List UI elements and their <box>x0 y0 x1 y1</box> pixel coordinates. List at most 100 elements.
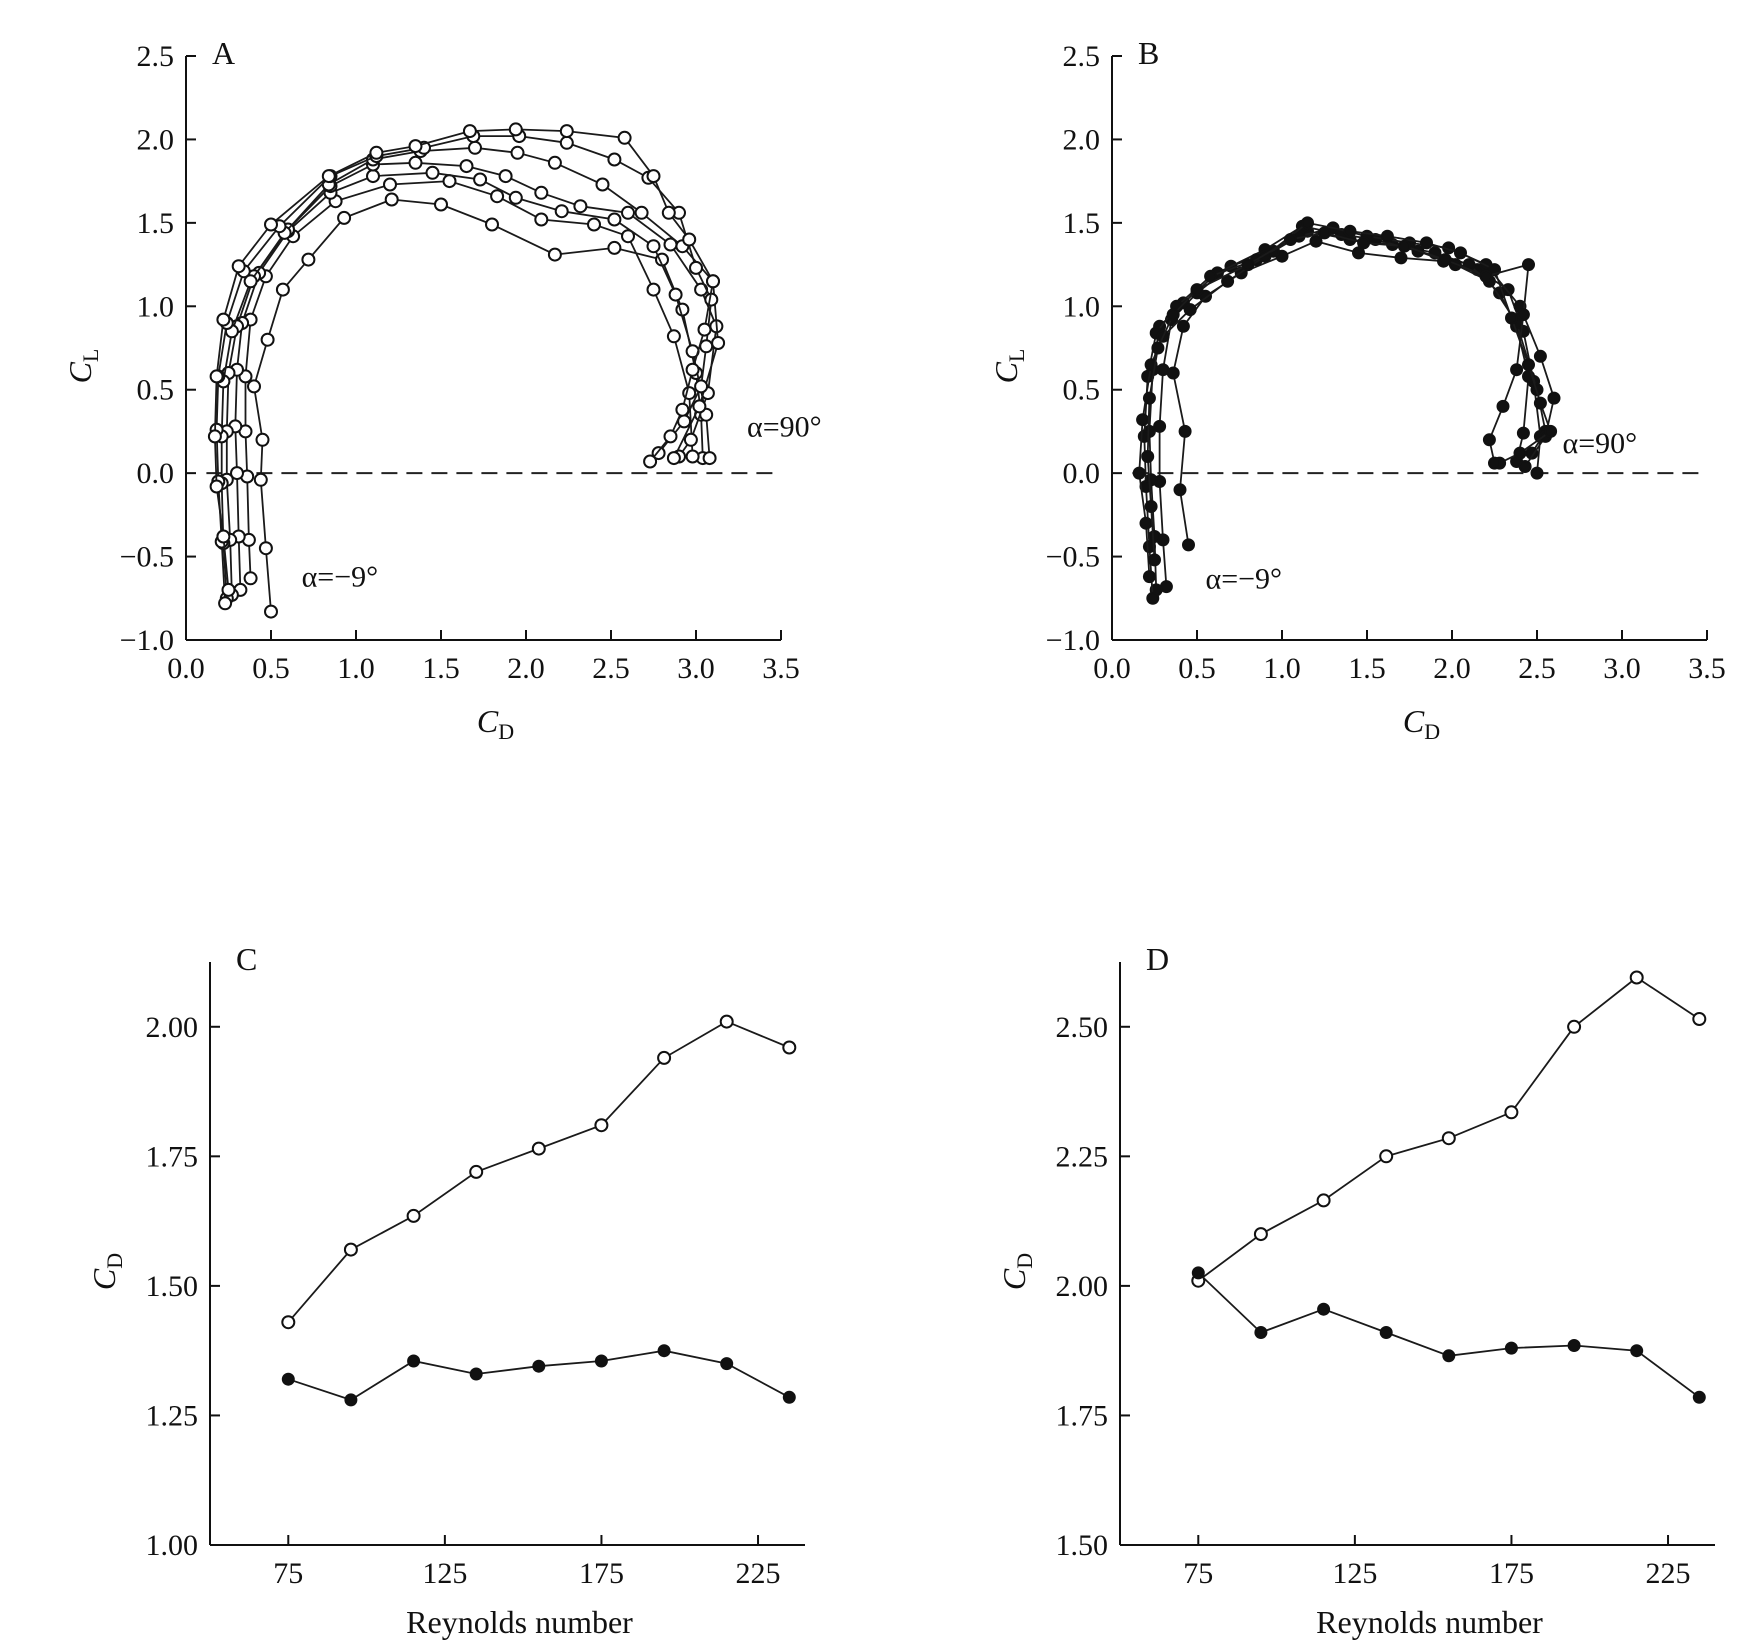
x-axis-title-main: C <box>1403 703 1425 739</box>
y-tick-label: 1.00 <box>146 1529 199 1562</box>
x-axis-title-subscript: D <box>498 719 514 744</box>
open-data-point <box>559 135 574 150</box>
open-data-point <box>1567 1019 1582 1034</box>
series-6 <box>209 129 719 611</box>
open-data-point <box>473 172 488 187</box>
y-tick-label: 0.5 <box>1063 374 1101 407</box>
series-line <box>1197 976 1700 1282</box>
annotation-alpha-minus-9: α=−9° <box>302 561 379 594</box>
open-data-point <box>408 139 423 154</box>
y-tick-label: 2.5 <box>137 40 175 73</box>
open-data-point <box>702 451 717 466</box>
open-data-point <box>281 1315 296 1330</box>
y-tick-label: 1.5 <box>1063 207 1101 240</box>
filled-data-point <box>1190 283 1204 297</box>
open-data-point <box>694 379 709 394</box>
open-data-point <box>221 582 236 597</box>
filled-data-point <box>1132 466 1146 480</box>
filled-data-point <box>720 1357 734 1371</box>
filled-data-point <box>1191 1266 1205 1280</box>
x-tick-label: 225 <box>736 1557 781 1590</box>
x-tick-label: 2.0 <box>507 652 545 685</box>
y-axis-title-subscript: D <box>1012 1253 1037 1269</box>
y-tick-label: 1.50 <box>1056 1529 1109 1562</box>
filled-data-point <box>1505 311 1518 325</box>
open-data-point <box>554 204 569 219</box>
x-axis-title: Reynolds number <box>1316 1604 1543 1640</box>
open-data-point <box>1692 1012 1707 1026</box>
open-data-point <box>595 177 610 192</box>
series-1 <box>281 1014 797 1330</box>
open-data-point <box>666 451 681 466</box>
open-data-point <box>1629 970 1644 985</box>
filled-data-point <box>1510 363 1524 377</box>
series-1 <box>1191 970 1707 1288</box>
open-data-point <box>607 240 622 255</box>
filled-data-point <box>1479 269 1493 283</box>
open-data-point <box>462 124 477 139</box>
series-line <box>1158 230 1530 587</box>
open-data-point <box>668 287 683 302</box>
x-tick-label: 175 <box>579 1557 624 1590</box>
y-tick-label: 1.0 <box>1063 290 1101 323</box>
open-data-point <box>258 541 273 556</box>
series-line <box>1146 231 1530 560</box>
open-data-point <box>685 362 700 377</box>
x-tick-label: 0.5 <box>1178 652 1216 685</box>
filled-data-point <box>532 1359 546 1373</box>
open-data-point <box>643 454 658 469</box>
filled-data-point <box>1516 426 1530 440</box>
open-data-point <box>485 217 499 232</box>
filled-data-point <box>1241 258 1255 272</box>
open-data-point <box>621 205 635 220</box>
filled-data-point <box>1141 450 1155 463</box>
open-data-point <box>1441 1131 1456 1146</box>
filled-data-point <box>1420 236 1433 250</box>
open-data-point <box>207 429 222 444</box>
filled-data-point <box>344 1393 358 1407</box>
filled-data-point <box>1301 216 1314 230</box>
filled-data-point <box>657 1344 671 1358</box>
open-data-point <box>264 604 278 619</box>
open-data-point <box>366 169 380 184</box>
panel-a: 0.0 0.5 1.0 1.5 2.0 2.5 3.0 3.5 2.5 2.0 1.5 1.0 0.5 0… <box>62 35 822 744</box>
filled-data-point <box>1379 1326 1393 1339</box>
open-data-point <box>434 197 448 212</box>
open-data-point <box>510 145 525 160</box>
annotation-alpha-minus-9: α=−9° <box>1206 562 1283 595</box>
open-data-point <box>617 130 632 145</box>
x-tick-label: 3.5 <box>762 652 800 685</box>
filled-data-point <box>1148 553 1161 567</box>
filled-data-point <box>1357 236 1371 250</box>
filled-data-point <box>1284 233 1297 246</box>
open-data-point <box>531 1141 546 1156</box>
x-tick-label: 125 <box>1332 1557 1377 1590</box>
series-line <box>287 1020 790 1323</box>
series-5 <box>214 140 726 606</box>
filled-data-point <box>1317 1302 1331 1316</box>
x-axis-title-subscript: D <box>1424 719 1440 744</box>
filled-data-point <box>594 1354 608 1368</box>
filled-data-point <box>1318 226 1331 240</box>
open-data-point <box>661 205 676 220</box>
y-tick-label: 2.00 <box>1056 1270 1109 1303</box>
filled-data-point <box>1516 308 1530 322</box>
open-data-point <box>230 466 244 481</box>
x-tick-label: 0.0 <box>167 652 205 685</box>
filled-data-point <box>1488 456 1501 470</box>
y-axis-title-main: C <box>86 1268 122 1290</box>
y-tick-label: 2.00 <box>146 1011 199 1044</box>
filled-data-point <box>1144 500 1158 513</box>
x-tick-label: 1.5 <box>1348 652 1386 685</box>
x-tick-label: 2.0 <box>1433 652 1471 685</box>
filled-data-point <box>1309 234 1323 248</box>
open-data-point <box>408 155 423 170</box>
y-tick-label: 1.5 <box>137 207 175 240</box>
filled-data-point <box>1567 1339 1581 1352</box>
open-data-point <box>697 322 712 337</box>
panel-b: 0.0 0.5 1.0 1.5 2.0 2.5 3.0 3.5 2.5 2.0 1.5 1.0 0.5 0… <box>988 35 1726 744</box>
y-tick-label: 1.0 <box>137 290 175 323</box>
filled-data-point <box>1352 246 1365 260</box>
series-2 <box>1191 1266 1706 1404</box>
x-tick-label: 0.0 <box>1093 652 1131 685</box>
